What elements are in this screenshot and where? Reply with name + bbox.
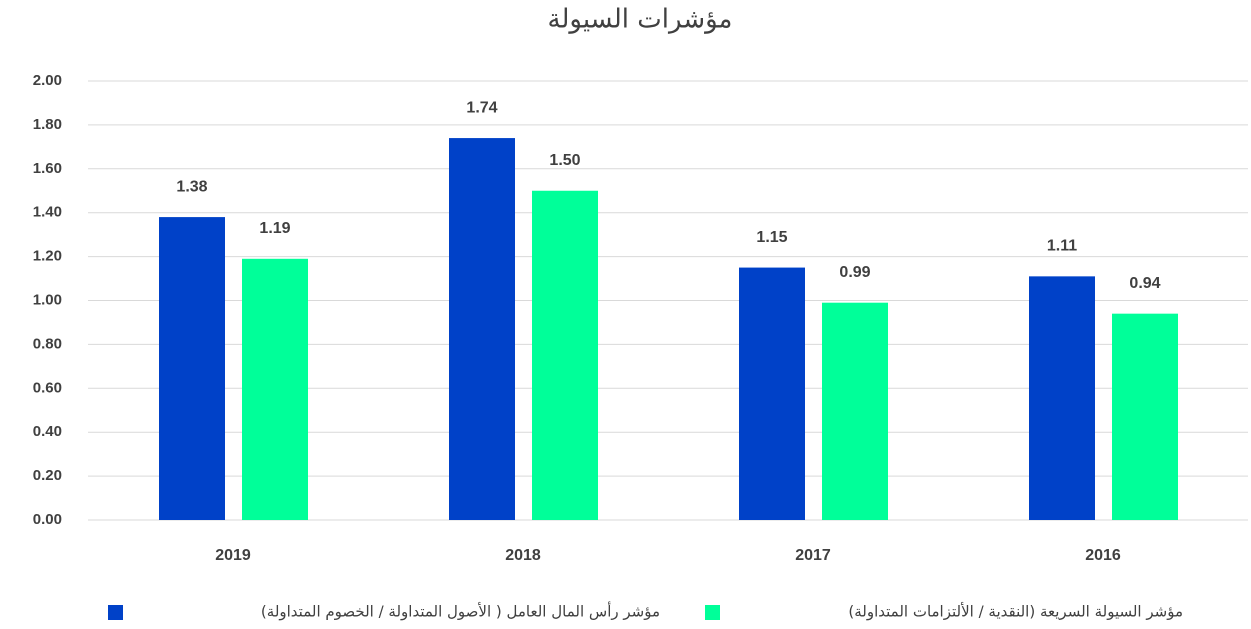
- chart-title: مؤشرات السيولة: [548, 5, 733, 35]
- value-label: 1.15: [756, 229, 787, 246]
- y-tick-label: 1.00: [33, 291, 62, 308]
- x-tick-label: 2019: [215, 547, 251, 564]
- y-tick-label: 0.80: [33, 335, 62, 352]
- x-tick-label: 2017: [795, 547, 831, 564]
- bar: [159, 217, 225, 520]
- legend-swatch: [705, 605, 720, 620]
- y-tick-label: 0.40: [33, 423, 62, 440]
- legend-label: مؤشر السيولة السريعة (النقدية / الألتزام…: [848, 602, 1183, 621]
- bar: [1112, 313, 1178, 520]
- bar: [532, 190, 598, 520]
- x-tick-label: 2018: [505, 547, 541, 564]
- y-tick-label: 1.80: [33, 116, 62, 133]
- y-tick-label: 1.60: [33, 160, 62, 177]
- y-tick-label: 1.40: [33, 204, 62, 221]
- bar: [1029, 276, 1095, 520]
- y-tick-label: 0.60: [33, 379, 62, 396]
- bar: [449, 138, 515, 520]
- value-label: 1.50: [549, 152, 580, 169]
- y-tick-label: 2.00: [33, 72, 62, 89]
- bar: [739, 267, 805, 520]
- x-tick-label: 2016: [1085, 547, 1121, 564]
- y-tick-label: 0.00: [33, 511, 62, 528]
- y-tick-label: 0.20: [33, 467, 62, 484]
- value-label: 1.19: [259, 220, 290, 237]
- y-tick-label: 1.20: [33, 248, 62, 265]
- legend-label: مؤشر رأس المال العامل ( الأصول المتداولة…: [261, 602, 660, 621]
- value-label: 1.38: [176, 178, 207, 195]
- value-label: 1.74: [466, 99, 497, 116]
- bar: [242, 258, 308, 520]
- bar: [822, 302, 888, 520]
- legend-swatch: [108, 605, 123, 620]
- value-label: 0.94: [1129, 275, 1160, 292]
- value-label: 1.11: [1047, 238, 1077, 255]
- value-label: 0.99: [839, 264, 870, 281]
